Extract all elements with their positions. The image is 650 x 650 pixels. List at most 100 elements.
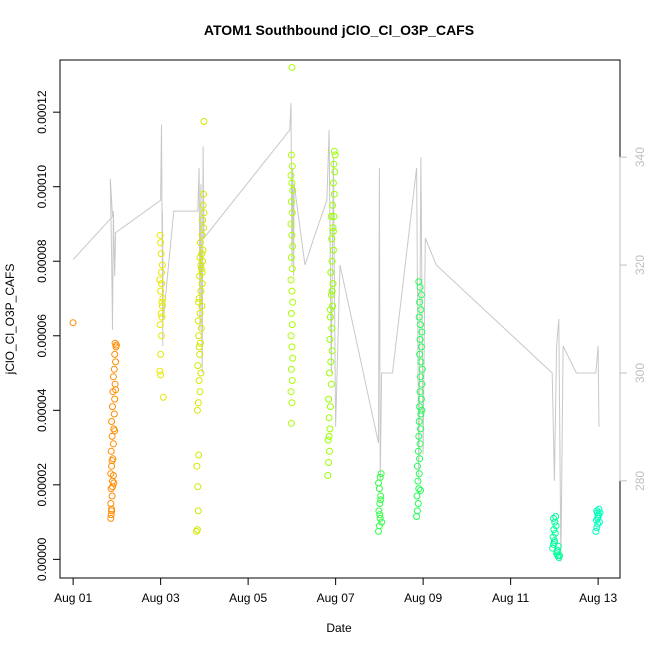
data-point bbox=[200, 190, 207, 198]
data-point bbox=[194, 483, 202, 491]
y-axis-left: 0.00000 0.00002 0.00004 0.00006 0.00008 0.000… bbox=[35, 90, 61, 581]
data-point bbox=[331, 151, 339, 159]
data-point bbox=[196, 350, 204, 358]
data-point bbox=[376, 473, 384, 481]
data-point bbox=[199, 201, 207, 209]
y-axis-label: jClO_Cl_O3P_CAFS bbox=[3, 264, 17, 376]
y-tick-label: 0.00012 bbox=[35, 90, 49, 134]
data-point bbox=[193, 462, 201, 470]
data-point bbox=[327, 358, 335, 366]
data-point bbox=[111, 395, 119, 403]
series-9 bbox=[592, 505, 604, 535]
data-point bbox=[107, 485, 115, 493]
data-point bbox=[417, 486, 424, 494]
data-point bbox=[199, 216, 207, 224]
data-point bbox=[327, 213, 335, 220]
data-point bbox=[418, 365, 426, 373]
series-0 bbox=[69, 319, 77, 327]
data-point bbox=[197, 265, 205, 273]
data-point bbox=[328, 347, 336, 355]
data-point bbox=[418, 328, 426, 336]
data-point bbox=[288, 399, 296, 407]
data-point bbox=[196, 309, 204, 317]
x-tick-label: Aug 01 bbox=[54, 591, 92, 605]
y2-tick-label: 340 bbox=[633, 147, 647, 167]
data-point bbox=[326, 313, 334, 321]
data-point bbox=[287, 365, 295, 373]
series-5 bbox=[324, 147, 339, 479]
y2-tick-label: 300 bbox=[633, 363, 647, 383]
data-point bbox=[377, 470, 385, 478]
data-point bbox=[330, 190, 338, 198]
data-point bbox=[328, 257, 336, 265]
data-point bbox=[109, 440, 117, 448]
data-point bbox=[328, 235, 336, 243]
data-point bbox=[112, 358, 120, 366]
data-point bbox=[288, 321, 296, 329]
data-point bbox=[289, 298, 297, 306]
x-axis-label: Date bbox=[326, 621, 352, 635]
data-point bbox=[108, 492, 116, 500]
data-point bbox=[110, 365, 118, 373]
data-point bbox=[415, 418, 423, 425]
data-point bbox=[375, 479, 382, 487]
data-point bbox=[109, 472, 117, 479]
data-point bbox=[550, 526, 558, 534]
data-point bbox=[108, 432, 116, 440]
data-point bbox=[552, 522, 560, 530]
data-point bbox=[376, 514, 384, 522]
data-point bbox=[69, 319, 77, 327]
data-point bbox=[287, 151, 295, 159]
data-point bbox=[326, 447, 333, 455]
data-point bbox=[194, 317, 202, 325]
data-point bbox=[110, 410, 118, 418]
data-point bbox=[417, 321, 424, 329]
data-point bbox=[156, 276, 164, 284]
data-point bbox=[195, 295, 203, 302]
data-point bbox=[416, 440, 424, 448]
data-point bbox=[200, 118, 208, 125]
data-point bbox=[375, 507, 383, 515]
data-point bbox=[287, 388, 295, 396]
data-point bbox=[593, 524, 601, 532]
data-point bbox=[196, 254, 204, 261]
data-point bbox=[158, 332, 165, 340]
data-point bbox=[551, 529, 559, 537]
data-point bbox=[375, 527, 382, 535]
data-point bbox=[108, 505, 116, 513]
data-point bbox=[325, 459, 333, 466]
data-point bbox=[288, 265, 296, 273]
data-point bbox=[326, 336, 334, 343]
x-tick-label: Aug 11 bbox=[492, 591, 529, 605]
y-tick-label: 0.00008 bbox=[35, 239, 49, 283]
data-point bbox=[107, 500, 115, 507]
data-point bbox=[413, 462, 421, 470]
data-point bbox=[416, 350, 424, 358]
data-point bbox=[330, 213, 338, 220]
data-point bbox=[329, 246, 337, 254]
data-point bbox=[287, 332, 295, 340]
data-point bbox=[111, 339, 119, 347]
data-point bbox=[329, 227, 337, 235]
data-point bbox=[376, 500, 384, 507]
data-point bbox=[416, 298, 424, 306]
data-point bbox=[287, 276, 295, 284]
data-point bbox=[413, 507, 421, 515]
series-2 bbox=[156, 231, 167, 401]
data-point bbox=[197, 324, 205, 332]
data-point bbox=[198, 231, 206, 239]
data-point bbox=[111, 427, 119, 435]
data-point bbox=[415, 278, 423, 286]
data-point bbox=[592, 527, 600, 535]
y-axis-right: 280 300 320 340 bbox=[619, 147, 647, 491]
data-point bbox=[554, 542, 562, 550]
data-point bbox=[157, 309, 165, 317]
data-point bbox=[326, 369, 333, 377]
x-axis: Aug 01 Aug 03 Aug 05 Aug 07 Aug 09 Aug 11 Aug … bbox=[54, 577, 617, 605]
data-point bbox=[158, 298, 166, 306]
data-point bbox=[193, 526, 201, 534]
data-point bbox=[158, 261, 166, 269]
data-point bbox=[287, 198, 295, 206]
data-point bbox=[325, 432, 333, 440]
data-point bbox=[329, 201, 337, 209]
